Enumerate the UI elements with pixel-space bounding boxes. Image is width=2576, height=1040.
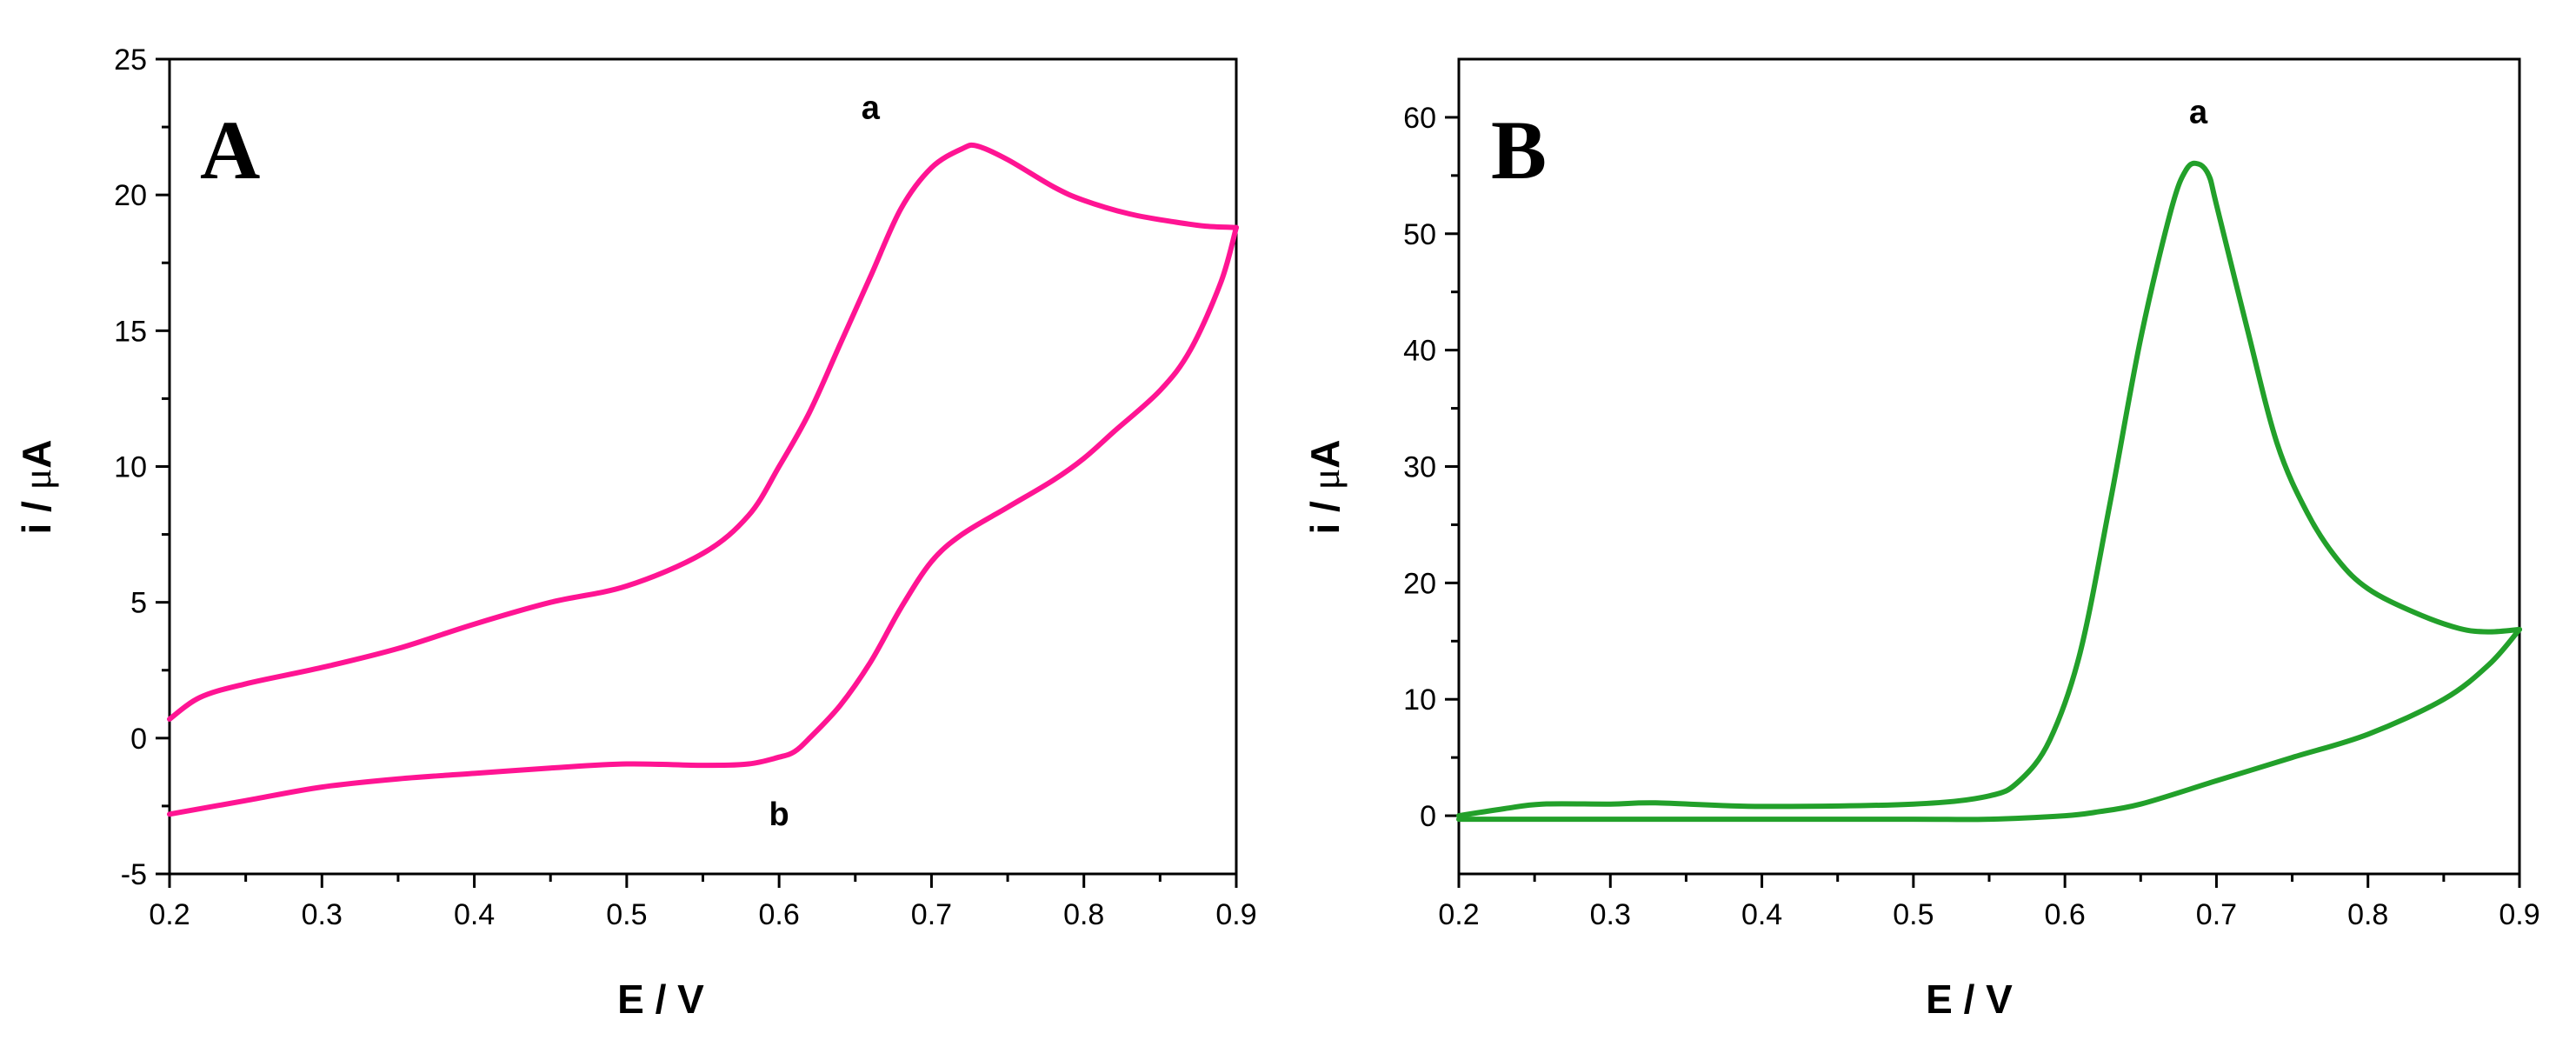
panel-a-letter: A xyxy=(200,103,260,197)
panel-b-curve-label-a: a xyxy=(2189,95,2208,131)
panel-a-y-tick-label: 10 xyxy=(114,451,147,484)
panel-b-y-axis-title: i / μA xyxy=(1302,439,1348,534)
panel-a-y-tick-label: 25 xyxy=(114,43,147,77)
panel-a-x-tick-label: 0.4 xyxy=(454,898,495,931)
panel-a-y-axis-title: i / μA xyxy=(14,439,59,534)
panel-b-series-reverse-scan-line xyxy=(1456,626,2522,823)
panel-b-y-tick-label: 20 xyxy=(1403,567,1436,600)
panel-a-series-forward-scan-line xyxy=(167,142,1239,722)
panel-a-x-tick-label: 0.8 xyxy=(1063,898,1104,931)
panel-b-y-tick-label: 40 xyxy=(1403,335,1436,368)
panel-b-x-tick-label: 0.2 xyxy=(1438,898,1479,931)
panel-a-curve-label-a: a xyxy=(862,90,881,127)
panel-a-series-reverse-scan-line xyxy=(167,224,1239,817)
panel-a-x-tick-label: 0.7 xyxy=(911,898,952,931)
panel-b-y-axis-title-prefix: i / xyxy=(1302,490,1348,534)
panel-b-x-tick-label: 0.9 xyxy=(2499,898,2539,931)
panel-b-x-tick-label: 0.3 xyxy=(1590,898,1631,931)
panel-b-x-tick-label: 0.8 xyxy=(2347,898,2388,931)
panel-b-y-axis-title-mu: μ xyxy=(1303,469,1348,490)
panel-b-y-tick-label: 60 xyxy=(1403,102,1436,135)
panel-a-y-axis-title-mu: μ xyxy=(15,469,59,490)
panel-b-x-tick-label: 0.5 xyxy=(1893,898,1934,931)
panel-a-y-tick-label: 0 xyxy=(130,723,147,756)
panel-a-x-tick-label: 0.5 xyxy=(606,898,647,931)
svg-text:i / μA: i / μA xyxy=(1302,439,1348,534)
panel-b-plot-frame xyxy=(1457,57,2521,876)
panel-b-x-tick-label: 0.6 xyxy=(2045,898,2086,931)
panel-a-curve-label-b: b xyxy=(769,797,789,833)
panel-b-x-axis-title: E / V xyxy=(1926,977,2013,1022)
panel-b-x-tick-label: 0.4 xyxy=(1741,898,1782,931)
panel-a-y-tick-label: -5 xyxy=(121,858,147,891)
panel-b: i / μA E / V B 0.2 0.3 0.4 0.5 0.6 0.7 0.8 0.9 0… xyxy=(1302,57,2540,1022)
panel-a-y-axis-title-prefix: i / xyxy=(14,490,59,534)
panel-a-x-tick-label: 0.3 xyxy=(302,898,343,931)
panel-b-series-forward-scan-line xyxy=(1456,160,2522,819)
panel-a-x-tick-label: 0.2 xyxy=(149,898,190,931)
svg-text:i / μA: i / μA xyxy=(14,439,59,534)
panel-b-y-tick-label: 30 xyxy=(1403,451,1436,484)
panel-a-y-axis-title-unit: A xyxy=(14,439,59,468)
panel-a-x-axis-title: E / V xyxy=(617,977,704,1022)
panel-a-y-tick-label: 5 xyxy=(130,587,147,620)
panel-b-y-tick-label: 0 xyxy=(1420,800,1436,833)
panel-a: i / μA E / V A 0.2 0.3 0.4 0.5 0.6 0.7 0.8 0.9-… xyxy=(14,43,1257,1022)
panel-b-y-tick-label: 50 xyxy=(1403,218,1436,251)
panel-a-y-tick-label: 15 xyxy=(114,315,147,348)
panel-b-y-axis-title-unit: A xyxy=(1302,439,1348,468)
panel-a-x-tick-label: 0.9 xyxy=(1215,898,1256,931)
panel-a-x-tick-label: 0.6 xyxy=(759,898,800,931)
panel-a-y-tick-label: 20 xyxy=(114,179,147,212)
panel-b-x-tick-label: 0.7 xyxy=(2196,898,2237,931)
panel-b-letter: B xyxy=(1491,103,1547,197)
panel-b-y-tick-label: 10 xyxy=(1403,683,1436,717)
